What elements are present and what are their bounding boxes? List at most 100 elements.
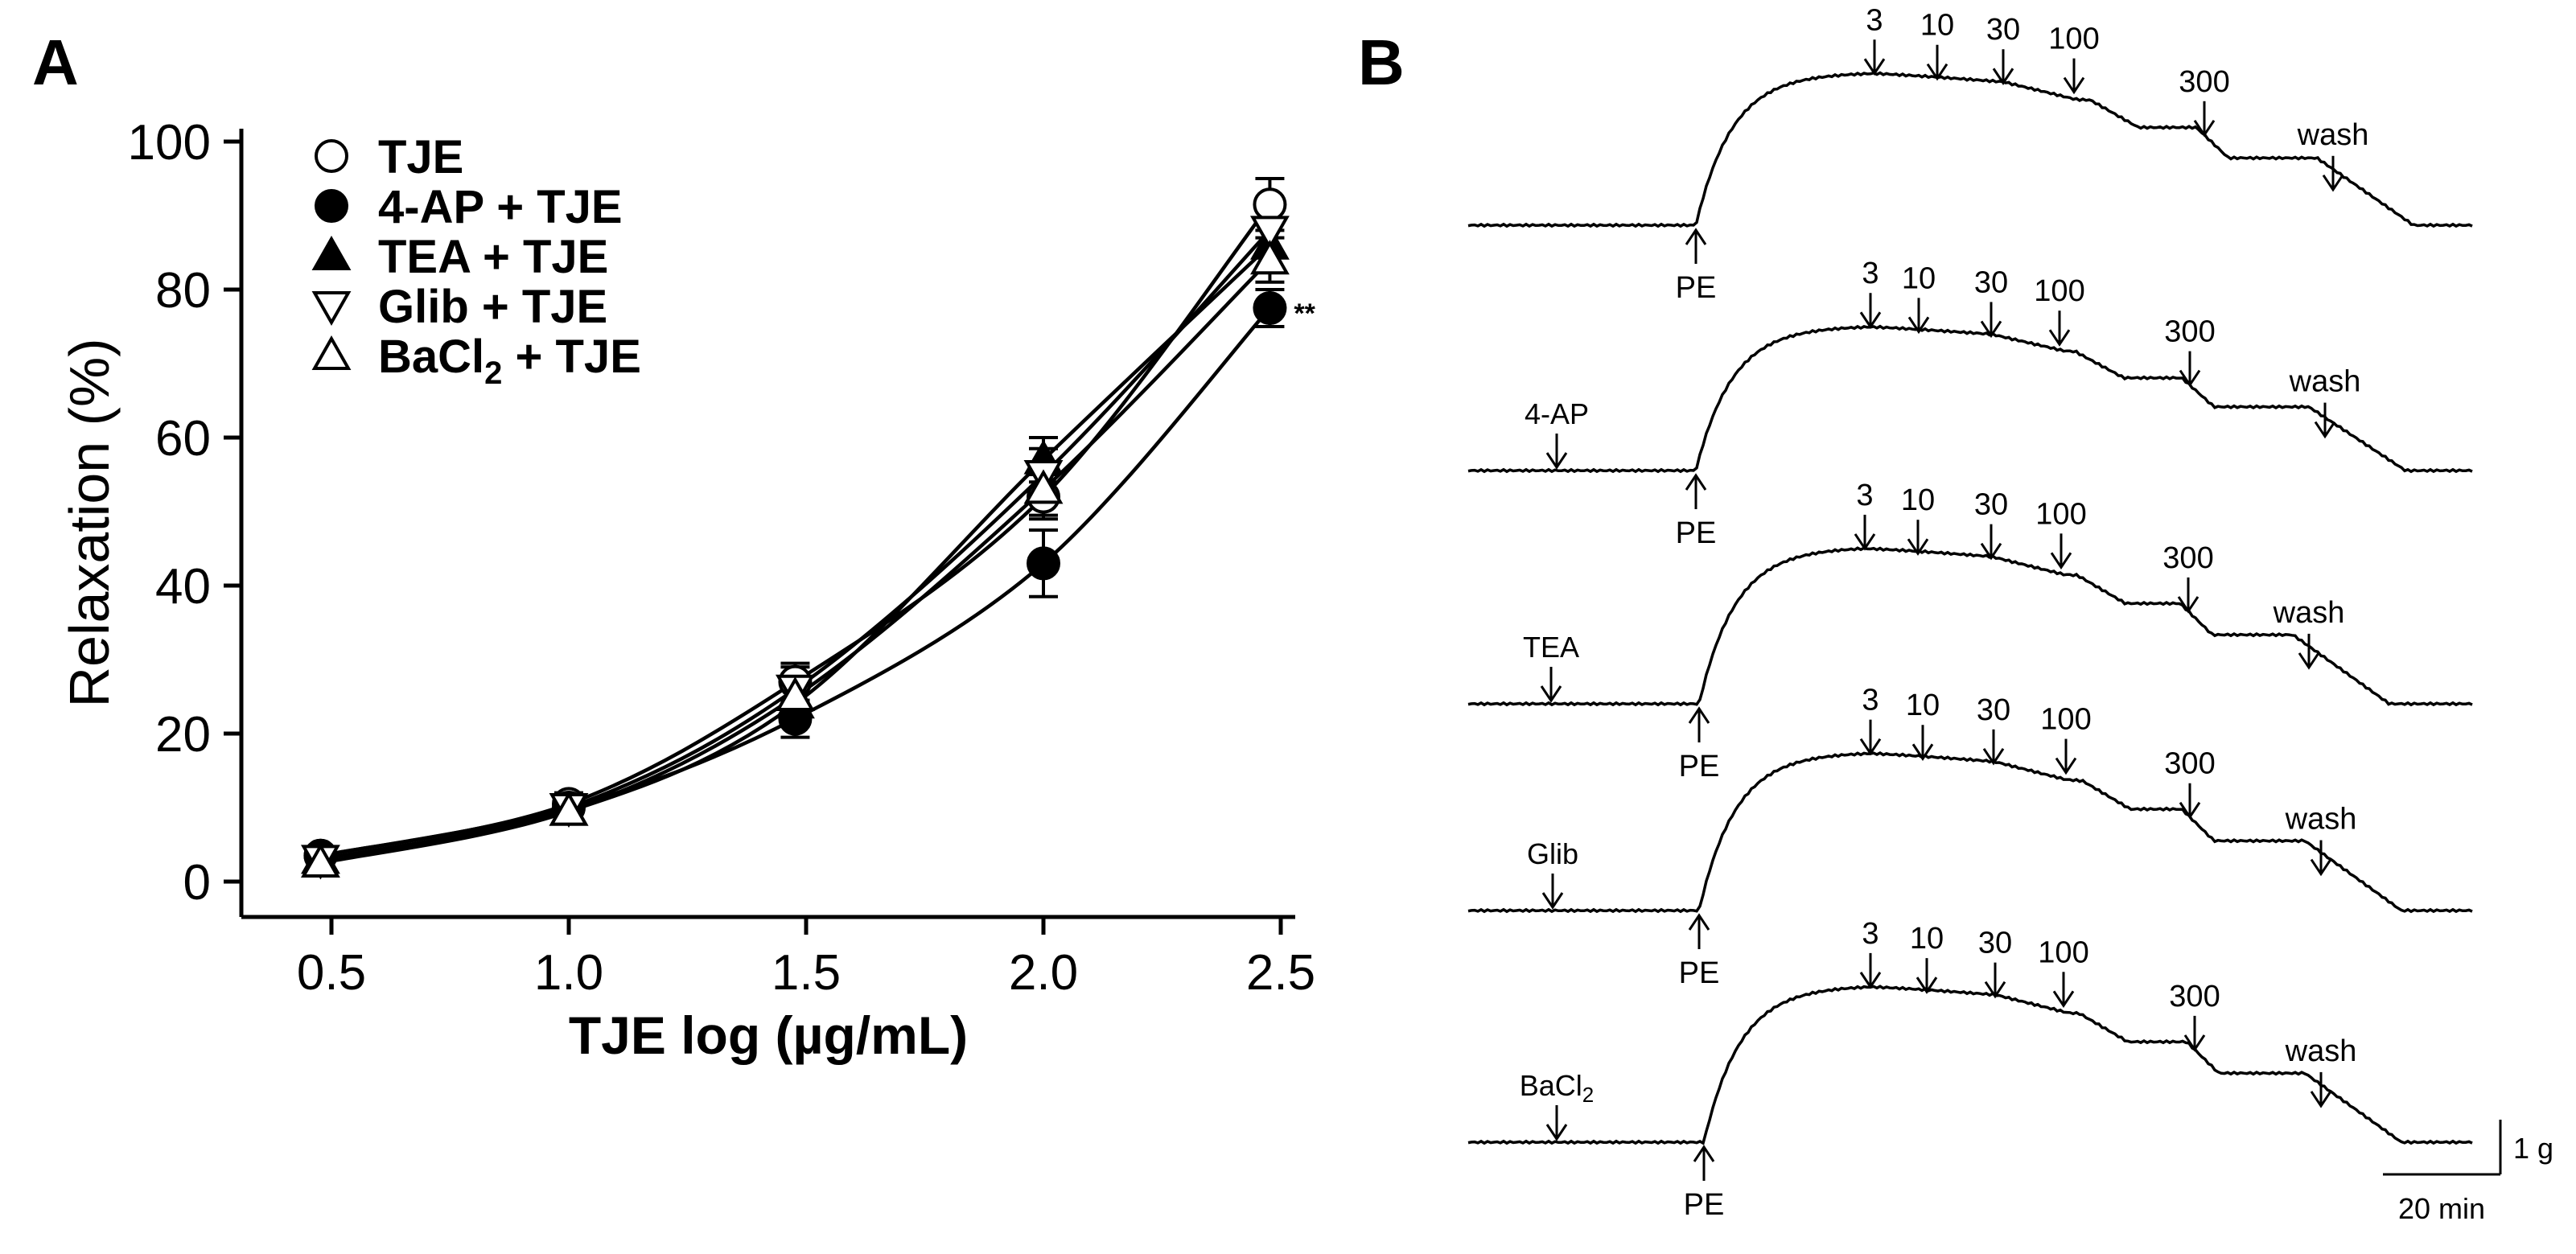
x-tick-label: 2.5 bbox=[1246, 945, 1315, 1001]
dose-arrow-head bbox=[1859, 972, 1882, 989]
dose-label: 30 bbox=[1974, 265, 2008, 299]
y-tick-label: 20 bbox=[155, 707, 211, 763]
x-axis-title: TJE log (µg/mL) bbox=[569, 1005, 968, 1065]
pe-label: PE bbox=[1679, 750, 1720, 783]
dose-label: 300 bbox=[2179, 65, 2229, 99]
dose-arrow-head bbox=[1926, 63, 1948, 81]
data-point bbox=[1023, 469, 1064, 504]
significance-label: ** bbox=[1294, 298, 1315, 329]
blocker-label: TEA bbox=[1523, 631, 1579, 664]
dose-label: 30 bbox=[1986, 13, 2020, 47]
trace-4-ap: PE 4-AP 3 10 30 100 300 wash bbox=[1467, 257, 2473, 550]
dose-arrow-head bbox=[1863, 58, 1886, 76]
legend-marker bbox=[315, 189, 348, 223]
trace-tea: PE TEA 3 10 30 100 300 wash bbox=[1467, 479, 2473, 783]
dose-label: 10 bbox=[1902, 261, 1936, 295]
dose-label: 300 bbox=[2162, 541, 2213, 575]
x-tick-label: 0.5 bbox=[297, 945, 366, 1001]
dose-label: 3 bbox=[1866, 3, 1883, 37]
dose-label: 100 bbox=[2040, 703, 2091, 737]
blocker-arrow-head bbox=[1545, 452, 1568, 470]
series-fit-line bbox=[319, 228, 1272, 861]
dose-label: 30 bbox=[1978, 927, 2012, 960]
tension-trace bbox=[1467, 546, 2473, 707]
x-tick-label: 2.0 bbox=[1009, 945, 1078, 1001]
dose-label: 10 bbox=[1906, 689, 1940, 722]
dose-label: 100 bbox=[2048, 23, 2099, 56]
tension-trace bbox=[1467, 324, 2473, 474]
dose-arrow-head bbox=[2052, 990, 2075, 1009]
dose-label: 10 bbox=[1920, 9, 1954, 43]
y-axis-title: Relaxation (%) bbox=[58, 338, 121, 707]
dose-label: 3 bbox=[1862, 917, 1879, 951]
relaxation-chart: 0 20 40 60 80 100 0.5 1.0 1.5 2.0 2.5 TJE log (µg/m… bbox=[58, 115, 1316, 1065]
dose-arrow-head bbox=[1907, 316, 1930, 335]
dose-arrow-head bbox=[2179, 801, 2201, 820]
blocker-arrow-head bbox=[1545, 1124, 1568, 1141]
data-point bbox=[549, 791, 589, 826]
wash-label: wash bbox=[2289, 365, 2361, 399]
dose-label: 3 bbox=[1856, 479, 1873, 512]
y-tick-label: 80 bbox=[155, 263, 211, 319]
dose-arrow-head bbox=[1980, 542, 2002, 561]
dose-label: 300 bbox=[2169, 980, 2220, 1013]
data-point bbox=[1249, 240, 1290, 275]
dose-arrow-head bbox=[2063, 76, 2085, 95]
dose-label: 30 bbox=[1977, 693, 2010, 727]
dose-arrow-head bbox=[1911, 743, 1934, 761]
data-point bbox=[300, 842, 340, 878]
tension-trace bbox=[1467, 750, 2473, 914]
legend-marker bbox=[311, 235, 352, 270]
wash-label: wash bbox=[2285, 1034, 2357, 1068]
wash-label: wash bbox=[2285, 803, 2357, 837]
y-tick-label: 40 bbox=[155, 559, 211, 615]
series-fit-line bbox=[319, 258, 1272, 865]
legend-label: BaCl2 + TJE bbox=[378, 331, 641, 391]
legend-label: Glib + TJE bbox=[378, 281, 607, 333]
dose-arrow-head bbox=[2183, 1034, 2206, 1052]
dose-arrow-head bbox=[1916, 976, 1938, 994]
dose-label: 300 bbox=[2164, 315, 2215, 349]
dose-arrow-head bbox=[2050, 552, 2072, 570]
dose-label: 100 bbox=[2035, 497, 2086, 531]
dose-arrow-head bbox=[1992, 68, 2014, 85]
scale-bar-tension-label: 1 g bbox=[2513, 1132, 2553, 1165]
dose-label: 300 bbox=[2164, 747, 2215, 781]
dose-arrow-head bbox=[1859, 311, 1882, 329]
pe-label: PE bbox=[1676, 516, 1717, 550]
dose-arrow-head bbox=[2055, 757, 2077, 775]
pe-label: PE bbox=[1684, 1188, 1725, 1222]
x-tick-label: 1.5 bbox=[772, 945, 841, 1001]
legend-marker bbox=[311, 335, 352, 370]
dose-arrow-head bbox=[1980, 320, 2002, 339]
blocker-arrow-head bbox=[1541, 892, 1564, 910]
blocker-arrow-head bbox=[1540, 685, 1562, 703]
tension-trace bbox=[1467, 985, 2473, 1145]
dose-label: 10 bbox=[1910, 922, 1944, 956]
tension-trace bbox=[1467, 71, 2473, 228]
legend-label: TJE bbox=[378, 131, 463, 183]
trace-control: PE 3 10 30 100 300 wash bbox=[1467, 3, 2473, 305]
dose-label: 30 bbox=[1974, 488, 2008, 522]
dose-arrow-head bbox=[2177, 596, 2199, 614]
pe-arrow-head bbox=[1685, 228, 1707, 245]
pe-label: PE bbox=[1679, 956, 1720, 990]
data-point bbox=[1249, 216, 1290, 251]
pe-arrow-head bbox=[1688, 706, 1710, 724]
dose-arrow-head bbox=[1854, 533, 1876, 551]
blocker-label: Glib bbox=[1527, 837, 1578, 870]
y-tick-label: 60 bbox=[155, 411, 211, 467]
data-point bbox=[1253, 291, 1287, 325]
dose-label: 100 bbox=[2038, 935, 2088, 969]
legend-label: TEA + TJE bbox=[378, 231, 608, 283]
pe-arrow-head bbox=[1685, 473, 1707, 491]
trace-bacl2: PE BaCl2 3 10 30 100 300 wash bbox=[1467, 917, 2473, 1222]
dose-arrow-head bbox=[1907, 538, 1929, 556]
dose-arrow-head bbox=[2179, 369, 2201, 388]
dose-label: 3 bbox=[1862, 684, 1879, 717]
legend-marker bbox=[315, 139, 348, 173]
y-tick-label: 0 bbox=[183, 855, 211, 911]
trace-glib: PE Glib 3 10 30 100 300 wash bbox=[1467, 684, 2473, 990]
dose-arrow-head bbox=[1984, 981, 2006, 999]
wash-arrow-head bbox=[2310, 1091, 2332, 1108]
